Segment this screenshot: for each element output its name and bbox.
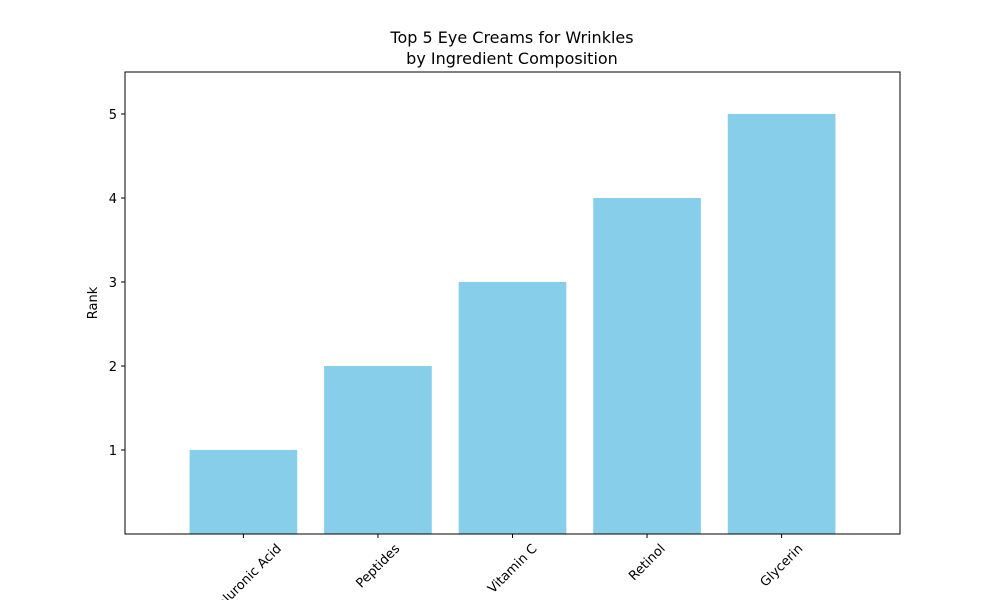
y-tick-label: 3	[109, 276, 117, 291]
bar	[458, 282, 567, 534]
x-tick-label: Retinol	[626, 542, 668, 584]
y-tick-label: 4	[109, 192, 117, 207]
x-tick-label: Peptides	[353, 541, 403, 591]
y-tick-label: 1	[109, 444, 117, 459]
y-tick-label: 5	[109, 108, 117, 123]
x-tick-label: Vitamin C	[485, 542, 540, 597]
x-tick-label: Hyaluronic Acid	[203, 542, 285, 600]
bar	[727, 114, 836, 534]
y-tick-label: 2	[109, 360, 117, 375]
bar	[324, 366, 432, 534]
bar	[593, 198, 701, 534]
x-tick-label: Glycerin	[758, 542, 807, 591]
plot-frame	[124, 71, 901, 535]
y-axis-label: Rank	[86, 286, 101, 319]
bar	[189, 450, 298, 534]
chart-title: Top 5 Eye Creams for Wrinkles by Ingredie…	[389, 28, 633, 68]
